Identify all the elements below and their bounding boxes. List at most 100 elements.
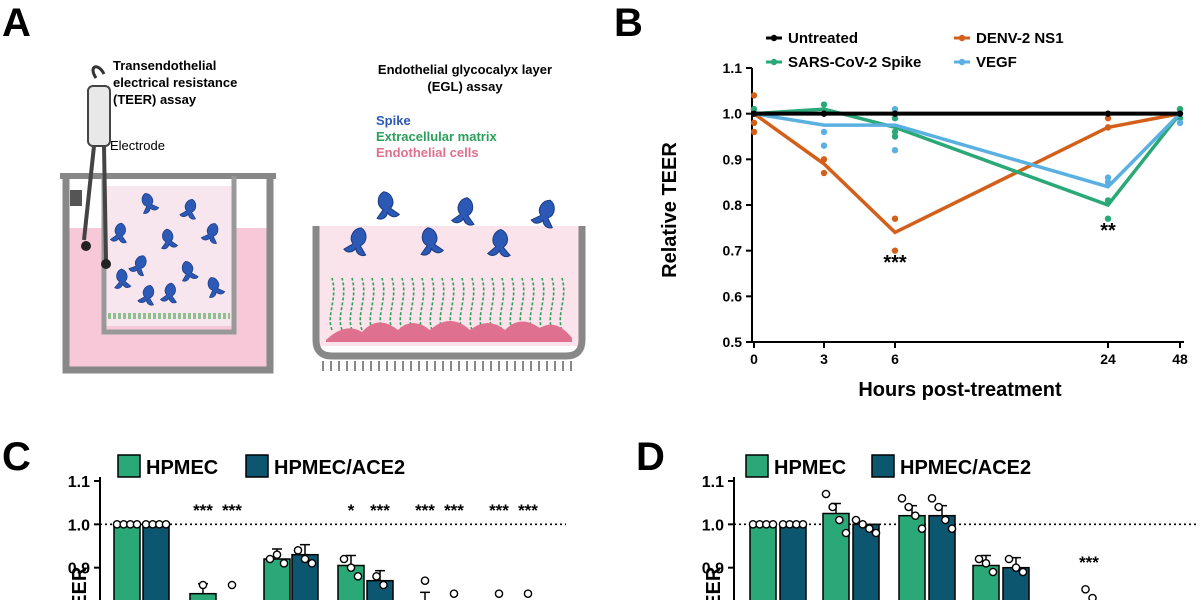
spike-shape bbox=[420, 227, 445, 256]
egl-title-line-2: (EGL) assay bbox=[427, 79, 503, 94]
teer-title-line-2: electrical resistance bbox=[113, 75, 237, 90]
data-point bbox=[1176, 105, 1184, 113]
y-axis-title: Relative TEER bbox=[659, 142, 681, 278]
panel-a: A Transendothelial electrical resistance… bbox=[2, 1, 586, 374]
matrix-strand bbox=[359, 277, 365, 331]
legend-swatch bbox=[745, 454, 769, 478]
y-tick-label: 0.8 bbox=[723, 197, 743, 213]
data-point bbox=[494, 589, 504, 598]
spike-icon bbox=[486, 229, 511, 258]
data-point bbox=[871, 528, 881, 538]
matrix-strand bbox=[499, 277, 505, 331]
chart-b: 0.5 0.6 0.7 0.8 0.9 1.0 1.1 0 3 6 24 48 Hours post-t… bbox=[659, 30, 1188, 401]
spike-icon bbox=[200, 223, 219, 244]
x-tick-label: 24 bbox=[1100, 351, 1116, 367]
legend-swatch bbox=[117, 454, 141, 478]
spike-shape bbox=[181, 260, 199, 282]
data-point bbox=[750, 119, 758, 127]
y-axis-title: TEER bbox=[703, 566, 725, 600]
bar bbox=[749, 523, 777, 600]
spike-shape bbox=[114, 268, 132, 289]
spike-icon bbox=[141, 193, 160, 214]
legend-endothelial-cells: Endothelial cells bbox=[376, 145, 479, 160]
matrix-strand bbox=[519, 277, 525, 331]
data-point bbox=[346, 563, 356, 572]
spike-shape bbox=[450, 197, 475, 226]
data-point bbox=[372, 572, 381, 581]
spike-shape bbox=[109, 222, 127, 244]
significance-label: *** bbox=[193, 501, 213, 520]
legend-spike: Spike bbox=[376, 113, 411, 128]
legend-label: DENV-2 NS1 bbox=[976, 30, 1064, 47]
data-point bbox=[851, 515, 861, 525]
data-point bbox=[1176, 110, 1184, 117]
chart-d: 0.9 1.0 1.1 TEER HPMEC HPMEC/ACE2 *** bbox=[702, 454, 1196, 600]
teer-title-line-3: (TEER) assay bbox=[113, 92, 197, 107]
panel-letter-a: A bbox=[2, 1, 31, 45]
matrix-strand bbox=[339, 277, 345, 331]
matrix-strand bbox=[379, 277, 385, 331]
teer-title-line-1: Transendothelial bbox=[113, 58, 216, 73]
data-point bbox=[858, 520, 867, 529]
bar bbox=[113, 523, 141, 600]
data-point bbox=[750, 128, 758, 136]
legend-label: HPMEC bbox=[146, 457, 218, 479]
series-line-sars-cov-2-spike bbox=[753, 107, 1182, 208]
data-point bbox=[1104, 174, 1112, 181]
data-point bbox=[227, 580, 237, 590]
significance-label: *** bbox=[444, 501, 464, 520]
spike-icon bbox=[161, 228, 179, 250]
matrix-strand bbox=[459, 277, 465, 331]
spike-icon bbox=[114, 268, 132, 289]
data-point bbox=[934, 502, 943, 512]
data-point bbox=[835, 515, 844, 525]
spike-shape bbox=[486, 229, 511, 258]
panel-letter-c: C bbox=[2, 435, 31, 479]
data-point bbox=[307, 559, 317, 568]
data-point bbox=[1104, 178, 1112, 186]
spike-shape bbox=[343, 227, 367, 257]
series-line-denv-2-ns1 bbox=[752, 111, 1181, 235]
spike-shape bbox=[141, 193, 160, 214]
x-tick-label: 48 bbox=[1172, 351, 1188, 367]
significance-label: *** bbox=[1079, 553, 1099, 572]
y-tick-label: 0.9 bbox=[723, 151, 743, 167]
data-point bbox=[841, 528, 851, 538]
matrix-strand bbox=[409, 277, 415, 331]
data-point bbox=[828, 502, 837, 512]
data-point bbox=[750, 110, 758, 117]
data-point bbox=[891, 110, 899, 117]
data-point bbox=[1004, 554, 1014, 564]
bar bbox=[822, 512, 850, 600]
data-point bbox=[523, 589, 533, 598]
data-point bbox=[1104, 124, 1112, 131]
spike-icon bbox=[450, 197, 475, 226]
y-tick-label: 1.1 bbox=[68, 474, 90, 491]
matrix-strand bbox=[469, 277, 475, 331]
data-point bbox=[821, 489, 831, 499]
data-point bbox=[293, 546, 303, 555]
panel-letter-d: D bbox=[636, 435, 665, 479]
matrix-strand bbox=[539, 277, 545, 331]
legend-label: HPMEC/ACE2 bbox=[900, 457, 1031, 479]
legend-swatch-dot bbox=[958, 58, 966, 66]
data-point bbox=[1104, 115, 1112, 122]
teer-well-illustration bbox=[60, 173, 276, 374]
data-point bbox=[891, 128, 899, 136]
data-point bbox=[379, 580, 388, 590]
matrix-strand bbox=[509, 277, 515, 331]
outer-well-wall bbox=[62, 176, 274, 374]
data-point bbox=[798, 520, 808, 529]
data-point bbox=[353, 572, 363, 581]
legend-swatch-dot bbox=[770, 58, 778, 66]
matrix-strand bbox=[559, 277, 565, 331]
data-point bbox=[1081, 585, 1090, 594]
data-point bbox=[198, 580, 208, 590]
matrix-strand bbox=[329, 277, 335, 331]
electrode-label: Electrode bbox=[110, 138, 165, 153]
y-axis-title: TEER bbox=[69, 566, 91, 600]
spike-icon bbox=[207, 277, 226, 298]
data-point bbox=[420, 576, 430, 585]
data-point bbox=[820, 128, 828, 136]
